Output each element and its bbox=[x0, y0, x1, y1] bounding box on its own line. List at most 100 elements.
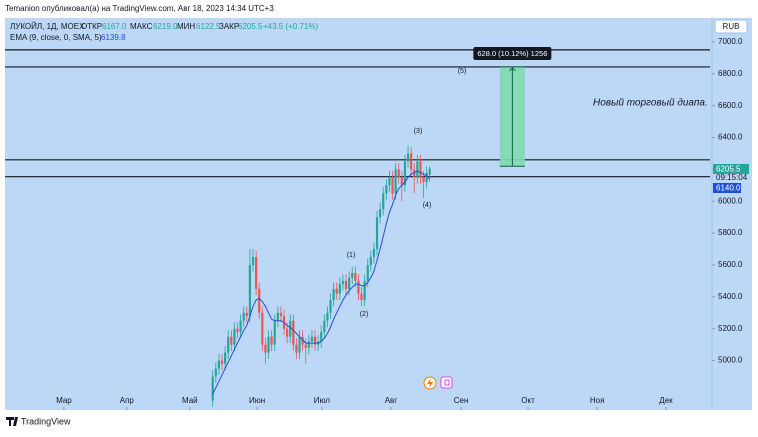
low-value: 6122.5 bbox=[196, 22, 221, 31]
candle-body bbox=[344, 280, 348, 289]
ema-label: EMA (9, close, 0, SMA, 5) bbox=[10, 33, 102, 42]
event-icon-bolt bbox=[427, 378, 433, 388]
candle-body bbox=[217, 360, 221, 369]
candle-body bbox=[301, 336, 304, 345]
x-tick-label: Авг bbox=[385, 396, 398, 405]
candle-body bbox=[341, 280, 345, 285]
candle-body bbox=[270, 336, 273, 345]
candle-body bbox=[366, 264, 369, 281]
ema-price-tag bbox=[713, 183, 741, 193]
candle-body bbox=[264, 344, 267, 353]
candle-body bbox=[227, 336, 230, 353]
close-value: 6205.5 bbox=[238, 22, 263, 31]
candle-body bbox=[304, 344, 307, 348]
candle-body bbox=[251, 257, 255, 265]
x-tick-label: Дек bbox=[659, 396, 673, 405]
earnings-icon-glyph bbox=[444, 379, 450, 386]
last-price: 6205.5 bbox=[716, 165, 741, 174]
x-tick-label: Апр bbox=[120, 396, 135, 405]
candle-body bbox=[397, 169, 400, 178]
x-tick-label: Сен bbox=[454, 396, 469, 405]
candle-body bbox=[236, 328, 239, 332]
chart-bg bbox=[5, 18, 752, 410]
y-tick-label: 5600.0 bbox=[718, 260, 743, 269]
y-tick-label: 5200.0 bbox=[718, 324, 743, 333]
wave-label: (2) bbox=[360, 311, 369, 318]
measure-label-bg bbox=[473, 47, 552, 60]
high-label: МАКС bbox=[130, 22, 153, 31]
last-price-tag bbox=[713, 164, 749, 174]
measure-label: 628.0 (10.12%) 1256 bbox=[477, 49, 547, 58]
candle-body bbox=[354, 272, 357, 281]
candle-body bbox=[416, 161, 419, 178]
candle-body bbox=[360, 293, 363, 301]
candle-body bbox=[382, 193, 385, 210]
candle-body bbox=[292, 320, 295, 345]
author-line: Temanion опубликовал(а) на TradingView.c… bbox=[5, 4, 274, 13]
candle-body bbox=[403, 161, 407, 186]
y-tick-label: 6400.0 bbox=[718, 133, 743, 142]
candle-body bbox=[307, 341, 310, 348]
candle-body bbox=[410, 153, 413, 170]
wave-label: (3) bbox=[414, 128, 423, 135]
low-label: МИН bbox=[177, 22, 195, 31]
annotation: Новый торговый диапа. bbox=[593, 98, 708, 109]
candle-body bbox=[239, 320, 242, 332]
candle-body bbox=[329, 300, 332, 313]
candle-body bbox=[224, 352, 227, 364]
y-tick-label: 5000.0 bbox=[718, 356, 743, 365]
currency-label[interactable]: RUB bbox=[723, 22, 740, 31]
candle-body bbox=[220, 360, 224, 364]
countdown: 09:15:04 bbox=[716, 173, 748, 182]
candle-body bbox=[242, 312, 245, 321]
candle-body bbox=[279, 312, 283, 316]
candle-body bbox=[298, 336, 301, 353]
candle-body bbox=[348, 277, 351, 289]
candle-body bbox=[422, 177, 425, 183]
x-tick-label: Мар bbox=[56, 396, 72, 405]
candle-body bbox=[267, 336, 270, 353]
candle-body bbox=[258, 288, 261, 313]
currency-button[interactable] bbox=[714, 19, 748, 34]
candle-body bbox=[363, 280, 366, 301]
tv-logo bbox=[6, 417, 18, 426]
ema-value: 6139.8 bbox=[101, 33, 126, 42]
candle-body bbox=[248, 264, 252, 316]
candle-body bbox=[323, 320, 326, 332]
candle-body bbox=[255, 257, 258, 289]
y-tick-label: 6000.0 bbox=[718, 196, 743, 205]
symbol: ЛУКОЙЛ, 1Д, MOEX bbox=[10, 22, 85, 31]
candle-body bbox=[413, 169, 416, 178]
earnings-icon[interactable] bbox=[440, 376, 453, 389]
y-tick-label: 6600.0 bbox=[718, 101, 743, 110]
candle-body bbox=[351, 272, 354, 278]
x-tick-label: Май bbox=[182, 396, 198, 405]
candle-body bbox=[375, 217, 379, 250]
candle-body bbox=[391, 177, 394, 194]
candle-body bbox=[211, 376, 214, 401]
candle-body bbox=[379, 209, 382, 218]
open-label: ОТКР bbox=[81, 22, 102, 31]
candle-body bbox=[214, 368, 217, 377]
candle-body bbox=[338, 284, 341, 294]
candle-body bbox=[320, 331, 323, 342]
x-tick-label: Июл bbox=[314, 396, 331, 405]
change-value: +43.5 (+0.71%) bbox=[263, 22, 318, 31]
y-tick-label: 5400.0 bbox=[718, 292, 743, 301]
candle-body bbox=[276, 312, 279, 321]
measure-arrowhead bbox=[509, 67, 516, 72]
candle-body bbox=[406, 153, 410, 162]
candle-body bbox=[245, 312, 248, 316]
candle-body bbox=[419, 161, 422, 178]
x-tick-label: Июн bbox=[249, 396, 265, 405]
candle-body bbox=[425, 172, 428, 183]
candle-body bbox=[295, 344, 298, 353]
candle-body bbox=[385, 185, 388, 194]
candle-body bbox=[335, 288, 338, 294]
candle-body bbox=[326, 312, 329, 321]
candle-body bbox=[233, 328, 236, 345]
x-tick-label: Ноя bbox=[590, 396, 605, 405]
candle-body bbox=[310, 336, 314, 342]
wave-label: (4) bbox=[423, 202, 432, 209]
